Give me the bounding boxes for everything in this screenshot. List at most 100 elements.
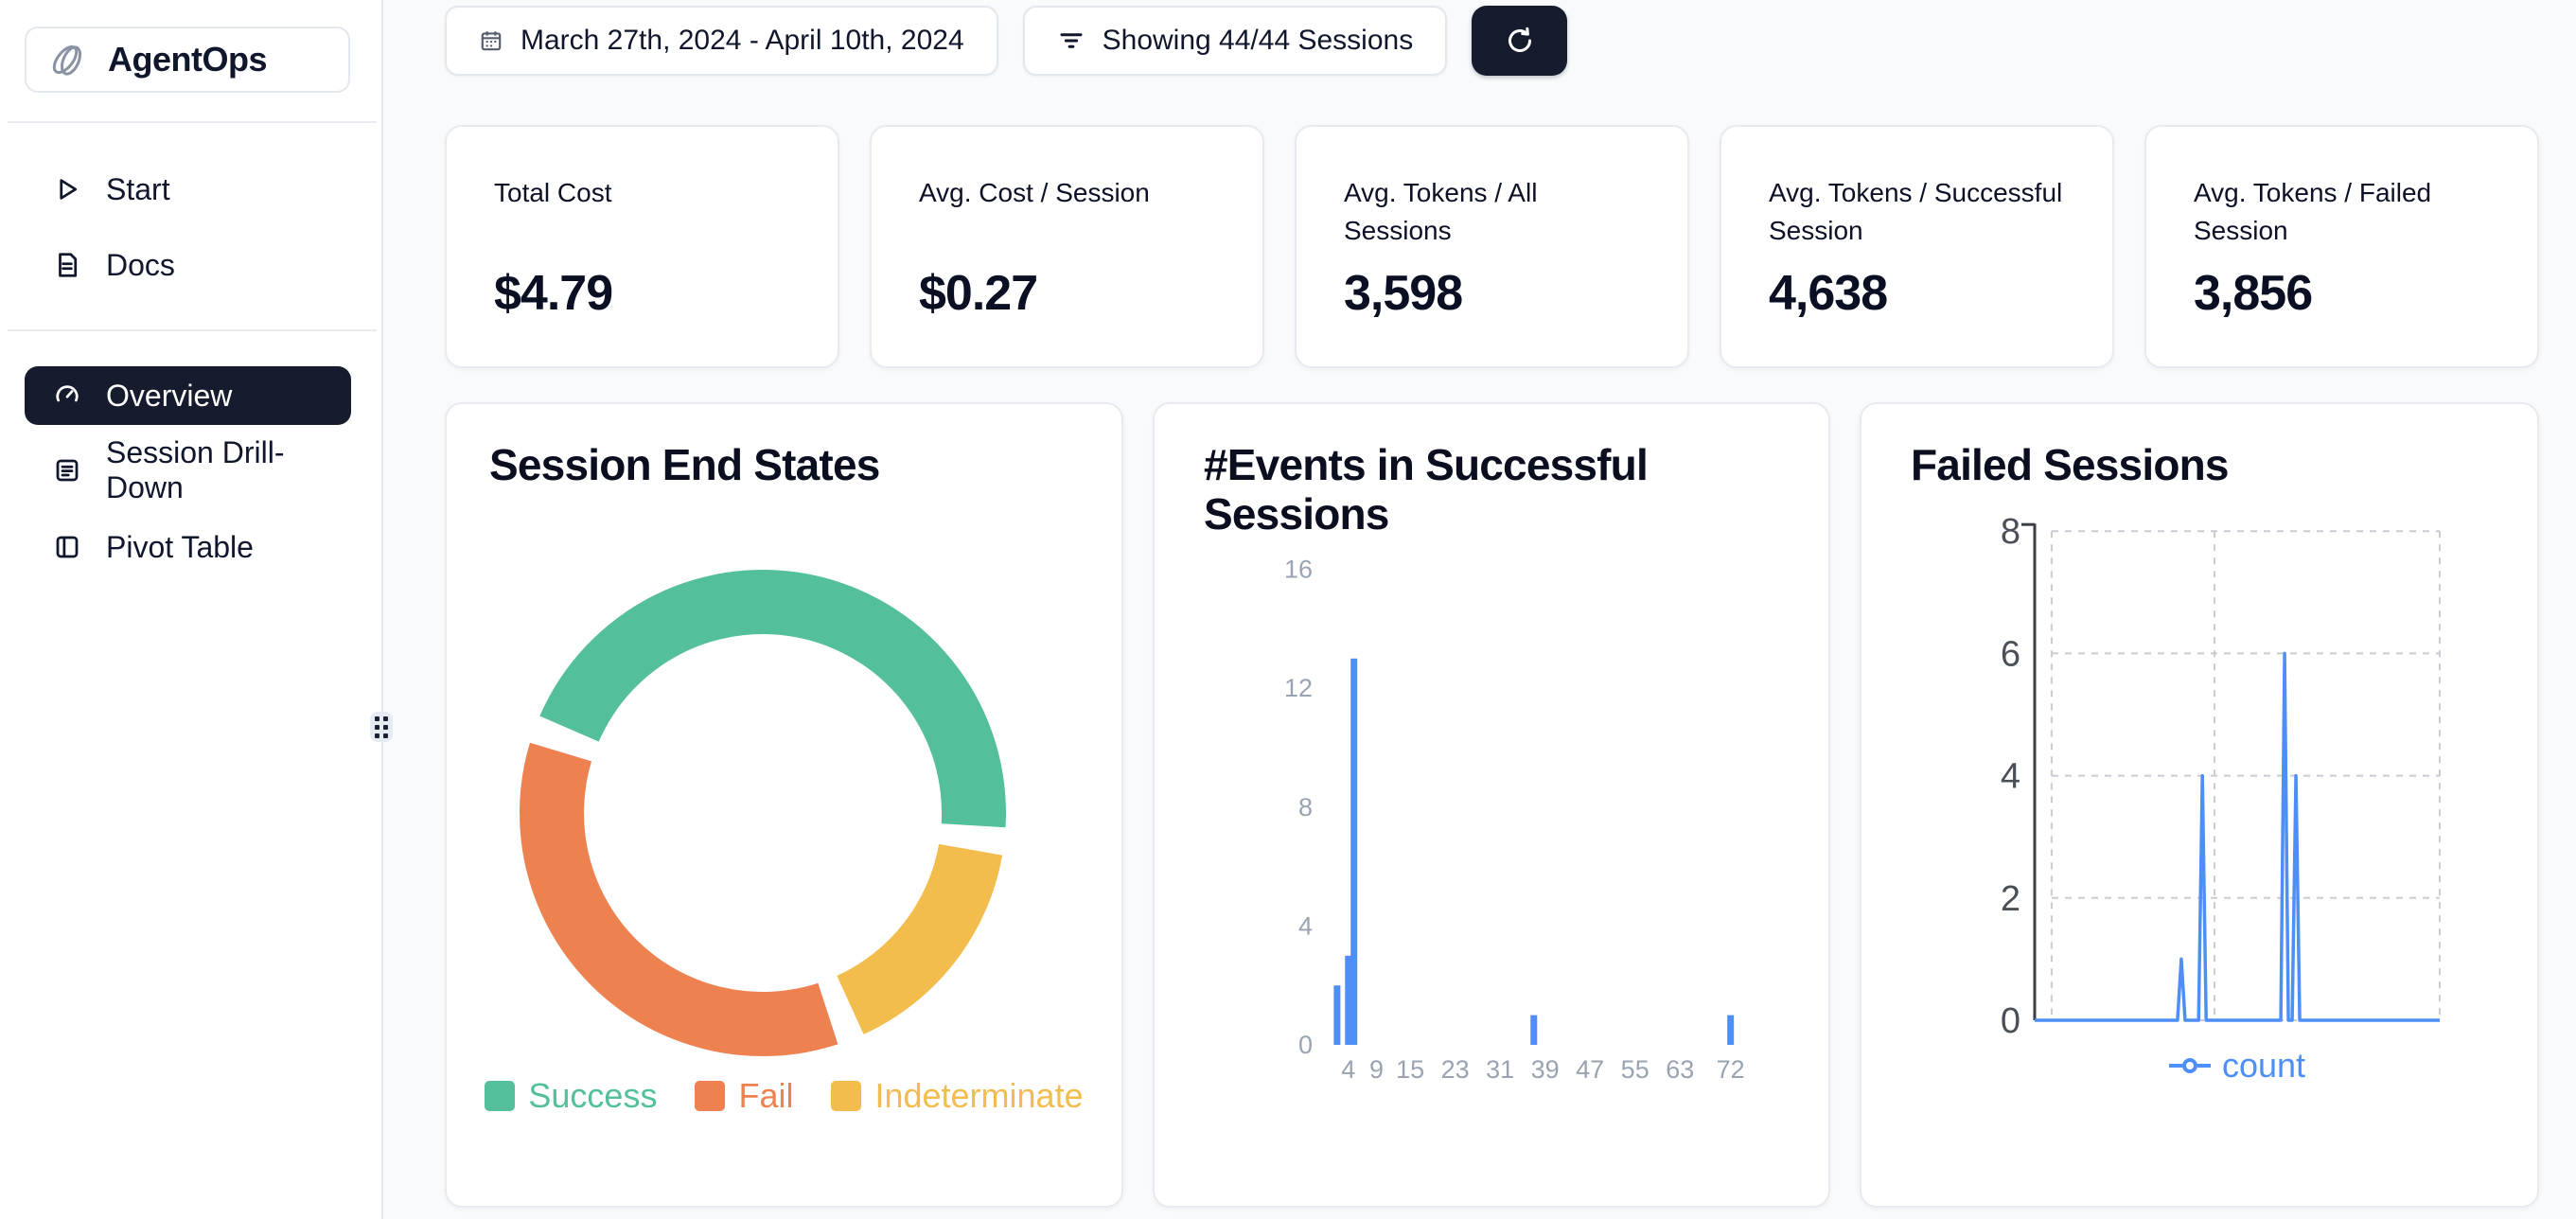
gauge-icon [56,385,79,402]
donut-slice-success [539,570,1006,828]
sidebar-item-pivot-table[interactable]: Pivot Table [25,518,351,576]
stat-value: 3,598 [1344,266,1463,321]
y-tick-label: 6 [2001,634,2020,674]
refresh-icon [1508,26,1531,52]
x-tick-label: 15 [1396,1055,1424,1084]
stat-label: Avg. Tokens / Successful Session [1769,178,2063,245]
sidebar-item-start[interactable]: Start [25,160,351,219]
histogram-bar [1350,658,1358,1045]
refresh-button[interactable] [1472,6,1568,76]
x-tick-label: 47 [1576,1055,1604,1084]
y-tick-label: 0 [2001,1001,2020,1041]
histogram-bar [1333,985,1341,1045]
chart-title: Failed Sessions [1911,440,2230,489]
date-range-label: March 27th, 2024 - April 10th, 2024 [520,25,964,56]
app-logo[interactable]: AgentOps [25,26,350,93]
histogram-bar [1530,1015,1538,1045]
x-tick-label: 23 [1441,1055,1470,1084]
y-tick-label: 4 [1298,911,1313,940]
legend-label: Success [528,1076,658,1115]
stat-card-avg-tokens-all: Avg. Tokens / All Sessions 3,598 [1295,125,1689,368]
stat-label: Total Cost [494,178,612,207]
sidebar-divider [8,121,377,123]
topbar: March 27th, 2024 - April 10th, 2024 Show… [445,6,1568,76]
y-tick-label: 8 [1298,793,1313,822]
sidebar-item-label: Pivot Table [106,529,254,564]
failed-sessions-line-chart[interactable]: 0 2 4 6 8 [1861,404,2541,1210]
stat-label: Avg. Tokens / Failed Session [2194,178,2432,245]
stat-card-avg-tokens-successful: Avg. Tokens / Successful Session 4,638 [1720,125,2114,368]
donut-slice-fail [520,742,838,1056]
panel-left-icon [56,536,79,558]
sidebar-item-label: Docs [106,247,175,282]
stat-label: Avg. Tokens / All Sessions [1344,178,1538,245]
x-tick-label: 39 [1531,1055,1560,1084]
filter-icon [1060,33,1083,48]
stat-card-avg-tokens-failed: Avg. Tokens / Failed Session 3,856 [2144,125,2539,368]
paperclip-logo-icon [52,44,82,76]
legend-swatch [695,1081,726,1111]
x-tick-label: 63 [1666,1055,1694,1084]
chart-title: #Events in Successful Sessions [1204,440,1649,539]
stat-label: Avg. Cost / Session [919,178,1150,207]
stat-value: $4.79 [494,266,613,321]
x-tick-label: 55 [1621,1055,1650,1084]
stat-card-total-cost: Total Cost $4.79 [445,125,839,368]
histogram-bar [1727,1015,1735,1045]
stat-card-avg-cost-session: Avg. Cost / Session $0.27 [870,125,1264,368]
app-name: AgentOps [108,40,268,79]
donut-slice-indeterminate [837,843,1003,1034]
date-range-button[interactable]: March 27th, 2024 - April 10th, 2024 [445,6,998,76]
y-tick-label: 0 [1298,1031,1313,1059]
sidebar-item-label: Session Drill-Down [106,435,285,504]
legend-circle [2181,1058,2197,1073]
stat-value: $0.27 [919,266,1038,321]
line-legend-marker-icon [2168,1058,2211,1073]
y-tick-label: 4 [2001,757,2020,797]
x-tick-label: 4 [1341,1055,1355,1084]
session-end-states-donut-chart[interactable] [447,404,1125,1210]
stats-row: Total Cost $4.79 Avg. Cost / Session $0.… [445,125,2539,368]
legend-item-fail[interactable]: Fail [695,1076,793,1116]
sidebar-resize-handle[interactable] [370,712,393,742]
failed-sessions-card: Failed Sessions 0 2 4 6 8 count [1860,402,2539,1208]
legend-item-indeterminate[interactable]: Indeterminate [831,1076,1084,1116]
events-histogram-card: #Events in Successful Sessions 0 4 8 12 16 4 9… [1153,402,1830,1208]
stat-value: 4,638 [1769,266,1888,321]
charts-row: Session End States Success Fail Indetermin… [445,402,2539,1208]
donut-legend: Success Fail Indeterminate [447,1076,1121,1116]
sidebar-item-docs[interactable]: Docs [25,236,351,294]
play-icon [60,179,78,200]
line-legend-label[interactable]: count [2221,1046,2306,1085]
line-chart-legend: count [2035,1046,2440,1086]
y-tick-label: 2 [2001,879,2020,919]
sidebar-divider [8,329,377,331]
legend-label: Indeterminate [874,1076,1084,1115]
docs-icon [59,253,78,277]
calendar-icon [481,31,502,51]
session-end-states-card: Session End States Success Fail Indetermin… [445,402,1123,1208]
chart-title: Session End States [489,440,880,489]
stat-value: 3,856 [2194,266,2313,321]
legend-swatch [485,1081,516,1111]
sidebar-item-overview[interactable]: Overview [25,366,351,425]
list-file-icon [56,459,79,482]
legend-swatch [831,1081,862,1111]
x-tick-label: 31 [1486,1055,1514,1084]
x-tick-label: 9 [1369,1055,1384,1084]
y-tick-label: 16 [1284,556,1313,584]
x-tick-label: 72 [1717,1055,1745,1084]
y-tick-label: 8 [2001,512,2020,552]
sessions-filter-button[interactable]: Showing 44/44 Sessions [1022,6,1448,76]
sidebar-item-label: Overview [106,378,233,413]
histogram-bar [1345,955,1352,1045]
legend-item-success[interactable]: Success [485,1076,657,1116]
sessions-filter-label: Showing 44/44 Sessions [1102,25,1414,56]
sidebar-item-label: Start [106,171,170,206]
sidebar-item-session-drill-down[interactable]: Session Drill-Down [25,435,351,504]
count-line-series [2035,651,2440,1022]
legend-label: Fail [738,1076,794,1115]
sidebar: AgentOps Start Docs Overview Session Dri… [0,0,383,1219]
y-tick-label: 12 [1284,674,1313,702]
